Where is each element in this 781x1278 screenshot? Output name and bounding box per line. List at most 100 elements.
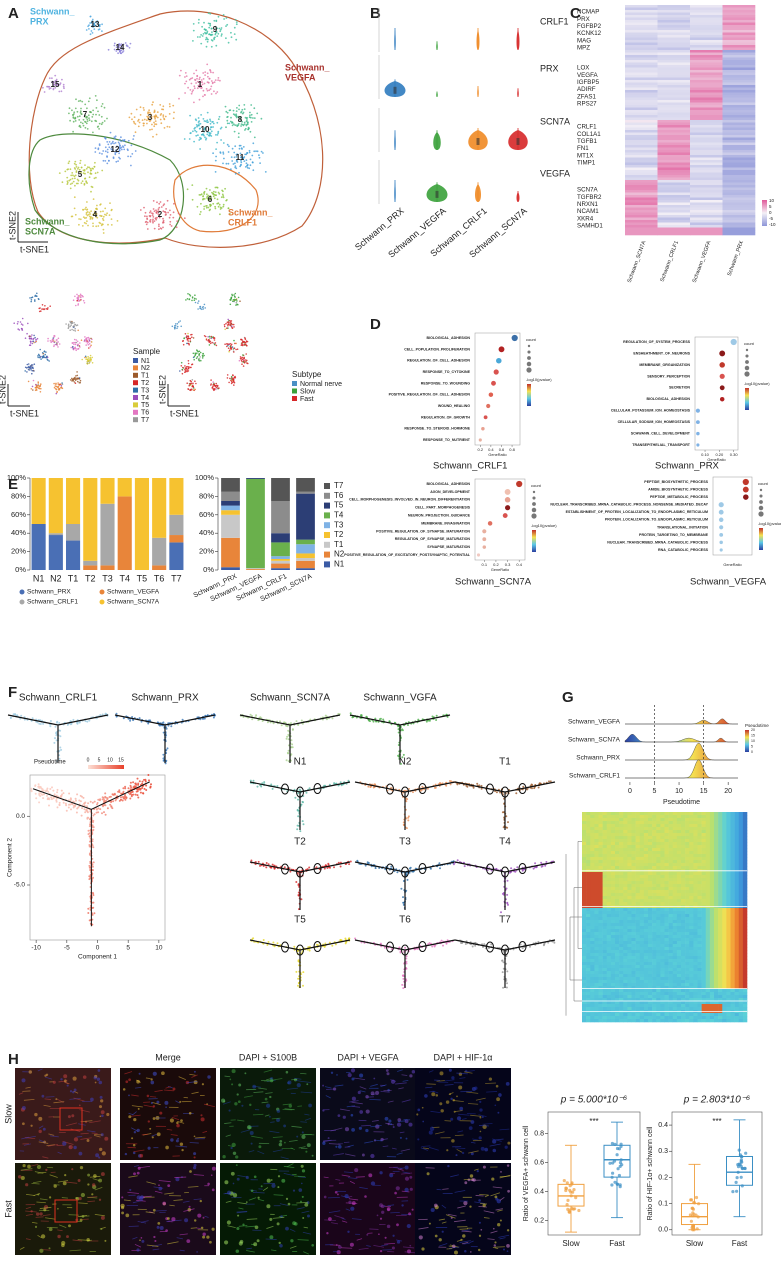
cell-dot [143,109,145,111]
cell-dot [217,130,220,133]
cell-dot [449,783,452,786]
cell-dot [181,368,183,371]
region-label: CRLF1 [228,217,257,227]
heat-cell [657,37,691,41]
heat-cell [722,90,756,93]
cell-dot [65,804,68,807]
heat-cell [625,85,658,88]
cell-dot [189,114,192,117]
heat-cell [676,815,682,819]
heat-cell [625,145,658,148]
cell-dot [207,38,209,41]
cell-dot [128,46,131,49]
cell-dot [237,296,240,299]
cell-dot [85,206,87,209]
heat-cell [690,205,723,208]
heat-cell [722,202,756,206]
heat-cell [657,150,691,153]
branch-node [501,866,509,878]
cell-dot [41,308,43,310]
cell-dot [245,162,248,165]
cell-dot [114,153,117,156]
cell-dot [74,346,76,349]
x-tick-label: 0.4 [488,447,494,452]
heat-cell [615,812,620,816]
cell-dot [237,115,240,118]
cell-dot [198,84,200,87]
cell-dot [149,220,151,222]
cell-dot [49,305,51,308]
bar-segment [296,478,315,492]
cell-dot [91,32,94,34]
cell-dot [265,866,268,869]
heat-cell [643,821,649,825]
cell-dot [189,337,192,340]
heat-cell [606,818,612,822]
heat-cell [635,821,641,825]
cell-dot [71,177,74,180]
bar-segment [31,478,46,524]
cell-dot [208,77,211,80]
cell-dot [200,34,203,36]
go-term: TRANSLATIONAL_INITIATION [657,525,708,529]
cell-dot [428,942,431,945]
heat-cell [652,839,657,843]
cell-dot [241,120,244,123]
legend-swatch [324,551,330,558]
plot-title: Schwann_VEGFA [690,577,767,588]
cell-dot [173,111,175,114]
heat-cell [657,25,691,28]
heat-cell [738,815,744,819]
cell-dot [214,385,217,388]
heat-cell [606,827,612,831]
cell-dot [89,167,92,170]
cell-dot [89,800,92,803]
heat-cell [722,812,727,816]
cell-dot [448,780,451,782]
cell-dot [212,152,215,155]
cell-dot [138,121,141,124]
x-tick-label: 0.1 [482,562,488,567]
violin [394,182,396,202]
cell-dot [245,159,248,162]
trajectory [114,714,216,763]
heat-cell [705,830,711,834]
cell-dot [58,722,61,724]
cell-dot [88,339,91,342]
cell-dot [235,113,238,116]
cell-dot [78,218,80,220]
cell-dot [232,374,234,377]
cell-dot [192,89,195,92]
heat-cell [690,120,723,123]
colorbar [759,528,763,550]
cell-dot [218,387,220,389]
cell-dot [72,299,75,302]
heat-cell [657,132,691,136]
cell-dot [73,341,75,344]
cell-dot [203,94,206,96]
cell-dot [212,122,215,125]
cell-dot [201,717,204,720]
x-tick-label: 20 [724,788,732,795]
heat-cell [625,185,658,188]
cell-dot [182,366,184,369]
cell-dot [212,342,215,344]
cell-dot [56,806,59,809]
cell-dot [148,120,151,122]
cell-dot [102,159,105,162]
cell-dot [60,90,63,93]
heat-cell [722,170,756,173]
heat-cell [690,5,723,8]
heat-cell [625,187,658,191]
gene-label: NCMAP [577,9,599,16]
cell-dot [203,208,206,210]
branch-node [296,786,304,798]
heat-cell [722,47,756,51]
bar-segment [271,533,290,543]
cell-dot [81,225,84,227]
cell-dot [69,723,72,726]
cell-dot [189,89,192,91]
cell-dot [302,801,304,804]
bar-segment [169,514,184,536]
bar-segment [296,544,315,554]
